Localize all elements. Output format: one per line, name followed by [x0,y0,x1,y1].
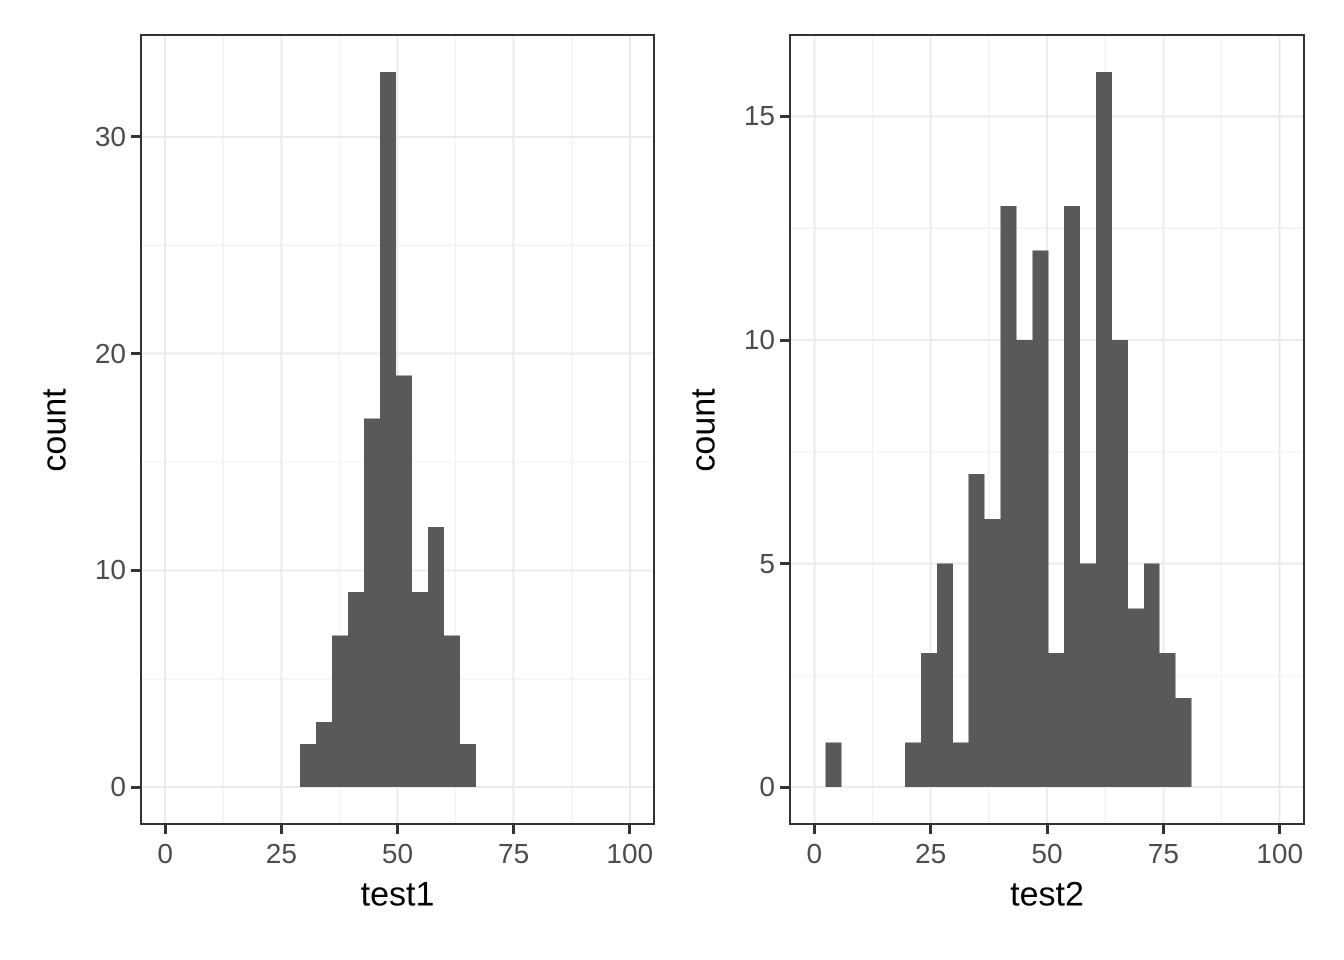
histogram-bar [1048,653,1065,788]
y-tick-label: 15 [743,100,775,132]
histogram-bar [1064,205,1081,788]
histogram-bar [1175,697,1192,788]
x-tick-label: 75 [498,838,530,869]
histogram-bar [331,635,349,788]
x-tick-label: 0 [157,838,174,869]
x-tick-label: 25 [265,838,297,869]
histogram-bar [1159,653,1176,788]
histogram-bar [1127,608,1144,788]
histogram-bar [936,563,953,788]
histogram-plot-area [791,36,1303,823]
y-tick-mark [780,785,789,789]
x-tick-mark [279,825,283,834]
histogram-bar [315,722,332,788]
x-tick-label: 50 [1031,838,1063,869]
histogram-plot-area [142,36,653,823]
histogram-bar [1016,340,1033,788]
histogram-bar [412,592,429,788]
histogram-bar [905,742,921,788]
histogram-bar [1080,563,1097,788]
histogram-bar [364,418,381,788]
x-tick-mark [1045,825,1049,834]
histogram-bar [1000,205,1017,788]
x-tick-mark [1161,825,1165,834]
y-tick-mark [131,568,140,572]
panel-test2 [789,34,1305,825]
histogram-bar [396,375,413,788]
histogram-bar [444,635,461,788]
y-tick-mark [131,352,140,356]
y-tick-label: 0 [110,771,126,803]
x-tick-label: 25 [915,838,947,869]
histogram-bar [984,518,1001,788]
x-tick-label: 100 [1256,838,1304,869]
y-tick-label: 20 [94,337,126,369]
y-tick-mark [780,562,789,566]
histogram-bar [460,743,477,788]
histogram-bar [380,71,397,788]
histogram-bar [1111,340,1128,788]
histogram-bar [920,653,937,788]
y-tick-mark [131,135,140,139]
x-axis-title-left: test1 [360,875,435,914]
y-tick-mark [131,785,140,789]
y-tick-label: 5 [759,547,775,579]
x-tick-label: 50 [381,838,414,869]
x-tick-mark [812,825,816,834]
histogram-bar [1143,563,1160,788]
panel-test1 [140,34,655,825]
y-axis-title-left: count [35,387,74,472]
x-tick-label: 100 [606,838,654,869]
histogram-bar [299,743,316,788]
histogram-bar [968,474,985,788]
histogram-bar [1032,250,1049,788]
x-tick-mark [1278,825,1282,834]
x-tick-mark [929,825,933,834]
y-tick-mark [780,338,789,342]
y-tick-label: 30 [94,120,126,152]
y-tick-label: 10 [94,554,126,586]
y-tick-label: 0 [759,771,775,803]
x-tick-mark [512,825,516,834]
histogram-bar [428,527,445,788]
x-tick-mark [163,825,167,834]
x-tick-mark [628,825,632,834]
histogram-bar [1096,71,1112,788]
y-axis-title-right: count [684,387,723,472]
histogram-bar [825,742,842,788]
histogram-bar [952,742,969,788]
histogram-bar [348,592,365,788]
y-tick-mark [780,114,789,118]
x-tick-label: 75 [1147,838,1179,869]
x-axis-title-right: test2 [1010,875,1084,914]
y-tick-label: 10 [743,324,775,356]
x-tick-label: 0 [806,838,823,869]
x-tick-mark [396,825,399,834]
